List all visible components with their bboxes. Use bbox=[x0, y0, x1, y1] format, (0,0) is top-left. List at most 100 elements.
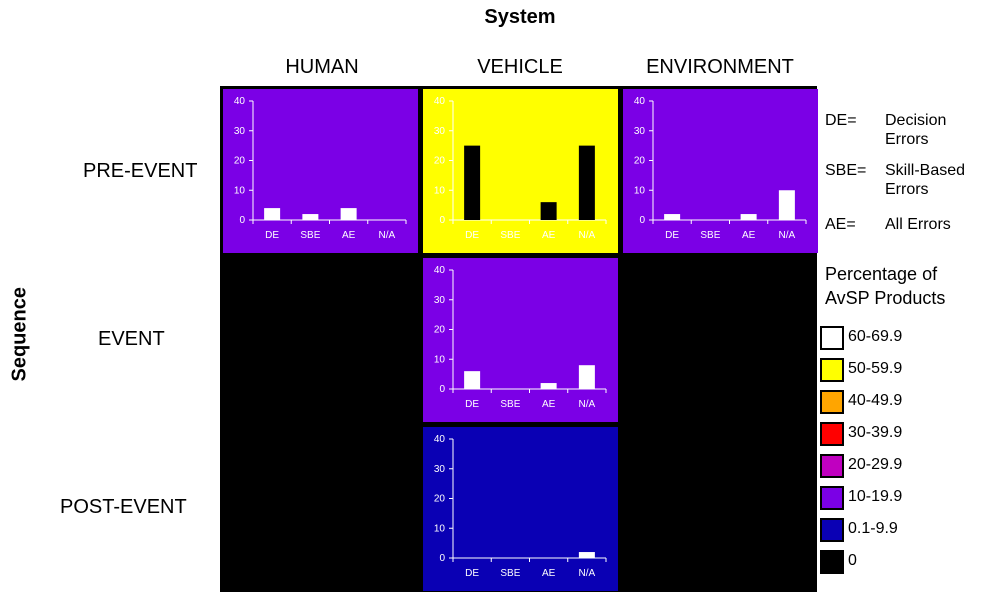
color-legend: Percentage of AvSP Products 60-69.9 50-59… bbox=[818, 262, 990, 582]
legend-swatch-label: 50-59.9 bbox=[848, 360, 903, 377]
legend-swatch bbox=[820, 550, 844, 574]
row-header-post-event: POST-EVENT bbox=[60, 496, 187, 518]
y-tick-label: 30 bbox=[434, 126, 446, 137]
bar-sbe bbox=[302, 214, 319, 220]
y-tick-label: 40 bbox=[434, 96, 446, 107]
y-tick-label: 40 bbox=[634, 96, 646, 107]
legend-desc-ae: All Errors bbox=[885, 216, 951, 233]
bar-chart: 0 10 20 30 40 DE SBE AE N/A bbox=[434, 96, 607, 241]
column-header-human: HUMAN bbox=[285, 56, 359, 78]
chart-cell-event-vehicle: 0 10 20 30 40 DE SBE AE N/A bbox=[423, 258, 618, 422]
matrix-grid: 0 10 20 30 40 DE SBE AE N/A 0 10 20 30 40 DE SBE AE N/A 0 1… bbox=[220, 86, 818, 592]
bar-na bbox=[578, 365, 595, 389]
column-header-environment: ENVIRONMENT bbox=[646, 56, 794, 78]
legend-swatch bbox=[820, 358, 844, 382]
x-tick-label: N/A bbox=[579, 399, 596, 410]
chart-cell-post-event-vehicle: 0 10 20 30 40 DE SBE AE N/A bbox=[423, 427, 618, 591]
bar-ae bbox=[740, 214, 757, 220]
y-tick-label: 20 bbox=[434, 325, 446, 336]
y-tick-label: 30 bbox=[434, 464, 446, 475]
y-tick-label: 10 bbox=[434, 523, 446, 534]
legend-swatch bbox=[820, 454, 844, 478]
x-tick-label: SBE bbox=[500, 568, 520, 579]
y-tick-label: 20 bbox=[434, 156, 446, 167]
bar-chart: 0 10 20 30 40 DE SBE AE N/A bbox=[434, 434, 607, 579]
bar-de bbox=[264, 208, 281, 220]
y-tick-label: 30 bbox=[634, 126, 646, 137]
x-tick-label: N/A bbox=[579, 568, 596, 579]
legend-swatch-label: 20-29.9 bbox=[848, 456, 903, 473]
bar-de bbox=[464, 145, 481, 220]
y-tick-label: 0 bbox=[439, 553, 445, 564]
chart-cell-pre-event-human: 0 10 20 30 40 DE SBE AE N/A bbox=[223, 89, 418, 253]
x-tick-label: DE bbox=[465, 568, 479, 579]
legend-swatch bbox=[820, 422, 844, 446]
x-tick-label: N/A bbox=[379, 230, 396, 241]
x-tick-label: N/A bbox=[779, 230, 796, 241]
legend-desc-sbe-1: Skill-Based bbox=[885, 162, 966, 179]
legend-swatch-label: 40-49.9 bbox=[848, 392, 903, 409]
legend-swatch bbox=[820, 390, 844, 414]
legend-desc-de-1: Decision bbox=[885, 112, 947, 129]
x-tick-label: DE bbox=[465, 230, 479, 241]
color-legend-title-2: AvSP Products bbox=[825, 288, 946, 308]
legend-key-ae: AE= bbox=[825, 216, 856, 233]
color-legend-title-1: Percentage of bbox=[825, 264, 938, 284]
bar-de bbox=[664, 214, 681, 220]
legend-swatch-label: 10-19.9 bbox=[848, 488, 903, 505]
x-tick-label: DE bbox=[665, 230, 679, 241]
legend-key-de: DE= bbox=[825, 112, 857, 129]
legend-swatch-label: 0 bbox=[848, 552, 857, 569]
legend-swatch-label: 60-69.9 bbox=[848, 328, 903, 345]
legend-swatch bbox=[820, 486, 844, 510]
legend-swatch bbox=[820, 518, 844, 542]
legend-swatch bbox=[820, 326, 844, 350]
abbreviation-legend: DE= Decision Errors SBE= Skill-Based Err… bbox=[825, 112, 990, 242]
x-tick-label: AE bbox=[542, 230, 556, 241]
x-tick-label: DE bbox=[465, 399, 479, 410]
x-tick-label: SBE bbox=[500, 399, 520, 410]
y-tick-label: 0 bbox=[239, 215, 245, 226]
legend-desc-sbe-2: Errors bbox=[885, 181, 929, 198]
x-tick-label: SBE bbox=[500, 230, 520, 241]
y-tick-label: 40 bbox=[234, 96, 246, 107]
chart-title: System bbox=[484, 6, 556, 28]
y-tick-label: 0 bbox=[439, 215, 445, 226]
y-tick-label: 30 bbox=[434, 295, 446, 306]
bar-na bbox=[778, 190, 795, 220]
legend-key-sbe: SBE= bbox=[825, 162, 867, 179]
x-tick-label: AE bbox=[342, 230, 356, 241]
chart-cell-pre-event-environment: 0 10 20 30 40 DE SBE AE N/A bbox=[623, 89, 818, 253]
y-tick-label: 10 bbox=[234, 185, 246, 196]
y-tick-label: 0 bbox=[639, 215, 645, 226]
bar-ae bbox=[340, 208, 357, 220]
y-tick-label: 10 bbox=[434, 354, 446, 365]
y-tick-label: 10 bbox=[634, 185, 646, 196]
x-tick-label: DE bbox=[265, 230, 279, 241]
y-tick-label: 40 bbox=[434, 265, 446, 276]
bar-chart: 0 10 20 30 40 DE SBE AE N/A bbox=[634, 96, 807, 241]
bar-na bbox=[578, 145, 595, 220]
bar-chart: 0 10 20 30 40 DE SBE AE N/A bbox=[434, 265, 607, 410]
chart-cell-pre-event-vehicle: 0 10 20 30 40 DE SBE AE N/A bbox=[423, 89, 618, 253]
bar-ae bbox=[540, 202, 557, 220]
x-tick-label: AE bbox=[742, 230, 756, 241]
x-tick-label: SBE bbox=[700, 230, 720, 241]
x-tick-label: AE bbox=[542, 568, 556, 579]
row-header-event: EVENT bbox=[98, 328, 165, 350]
y-tick-label: 30 bbox=[234, 126, 246, 137]
y-axis-title: Sequence bbox=[8, 287, 31, 382]
y-tick-label: 20 bbox=[634, 156, 646, 167]
x-tick-label: N/A bbox=[579, 230, 596, 241]
bar-na bbox=[578, 552, 595, 558]
legend-swatch-label: 30-39.9 bbox=[848, 424, 903, 441]
y-tick-label: 10 bbox=[434, 185, 446, 196]
bar-chart: 0 10 20 30 40 DE SBE AE N/A bbox=[234, 96, 407, 241]
y-tick-label: 0 bbox=[439, 384, 445, 395]
column-header-vehicle: VEHICLE bbox=[477, 56, 563, 78]
legend-swatch-label: 0.1-9.9 bbox=[848, 520, 898, 537]
y-tick-label: 20 bbox=[234, 156, 246, 167]
x-tick-label: SBE bbox=[300, 230, 320, 241]
row-header-pre-event: PRE-EVENT bbox=[83, 160, 198, 182]
y-tick-label: 20 bbox=[434, 494, 446, 505]
